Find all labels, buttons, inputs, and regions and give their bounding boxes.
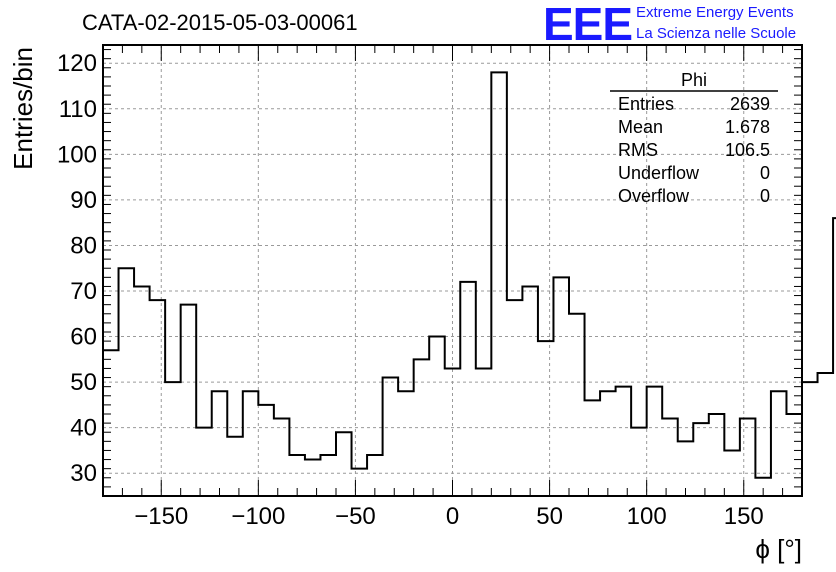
- y-tick-label: 120: [57, 50, 97, 77]
- x-tick-label: 100: [627, 503, 667, 530]
- stats-value: 106.5: [725, 140, 770, 160]
- y-tick-label: 70: [70, 278, 97, 305]
- x-tick-label: −50: [335, 503, 376, 530]
- y-tick-label: 100: [57, 141, 97, 168]
- x-tick-label: 50: [536, 503, 563, 530]
- histogram-title: CATA-02-2015-05-03-00061: [82, 10, 358, 35]
- stats-value: 0: [760, 163, 770, 183]
- y-tick-label: 50: [70, 369, 97, 396]
- x-tick-label: −150: [134, 503, 188, 530]
- x-tick-label: −100: [231, 503, 285, 530]
- grid-lines: [103, 45, 802, 496]
- y-tick-label: 90: [70, 187, 97, 214]
- y-tick-label: 60: [70, 324, 97, 351]
- stats-label: RMS: [618, 140, 658, 160]
- x-tick-label: 150: [724, 503, 764, 530]
- x-axis-label: ϕ [°]: [755, 534, 802, 564]
- stats-box: Phi Entries 2639 Mean 1.678 RMS 106.5 Underflow…: [610, 70, 778, 206]
- eee-logo: EEE: [543, 0, 633, 50]
- stats-label: Underflow: [618, 163, 700, 183]
- stats-label: Overflow: [618, 186, 690, 206]
- x-tick-label: 0: [446, 503, 459, 530]
- histogram-step-line: [102, 71, 836, 496]
- y-tick-label: 110: [59, 96, 97, 123]
- stats-value: 1.678: [725, 117, 770, 137]
- tick-labels: 30 40 50 60 70 80 90 100 110 120 −150 −100 −50 0 50 100…: [57, 50, 764, 530]
- stats-label: Entries: [618, 94, 674, 114]
- org-line-2: La Scienza nelle Scuole: [636, 25, 797, 42]
- y-tick-label: 30: [70, 460, 97, 487]
- org-line-1: Extreme Energy Events: [636, 4, 794, 21]
- stats-value: 2639: [730, 94, 770, 114]
- y-tick-label: 40: [70, 415, 97, 442]
- stats-value: 0: [760, 186, 770, 206]
- axes: [102, 44, 803, 497]
- stats-title: Phi: [681, 70, 707, 90]
- y-tick-label: 80: [70, 232, 97, 259]
- stats-label: Mean: [618, 117, 663, 137]
- y-axis-label: Entries/bin: [8, 47, 38, 170]
